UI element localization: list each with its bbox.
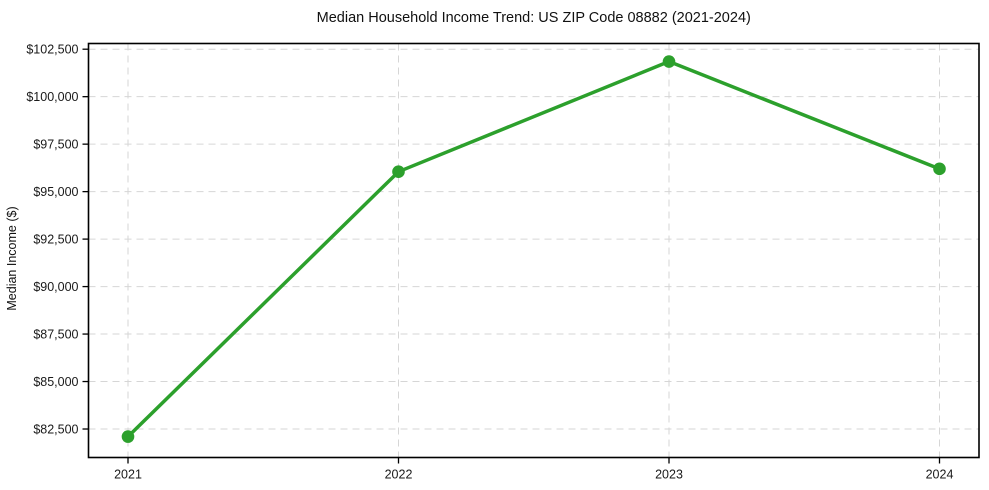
data-point-markers: [121, 55, 946, 443]
x-tick-label: 2021: [114, 468, 142, 482]
data-point-marker: [662, 55, 676, 68]
y-tick-label: $92,500: [33, 232, 78, 246]
chart-title: Median Household Income Trend: US ZIP Co…: [317, 10, 751, 26]
y-tick-label: $87,500: [33, 327, 78, 341]
x-tick-label: 2022: [385, 468, 413, 482]
y-tick-label: $102,500: [26, 42, 78, 56]
x-tick-label: 2023: [655, 468, 683, 482]
y-tick-label: $85,000: [33, 375, 78, 389]
data-point-marker: [933, 162, 946, 176]
trend-line: [126, 59, 942, 439]
y-tick-label: $90,000: [33, 280, 78, 294]
y-tick-label: $97,500: [33, 137, 78, 151]
y-tick-label: $95,000: [33, 185, 78, 199]
data-point-marker: [121, 430, 135, 443]
gridlines: [88, 43, 979, 458]
axis-ticks: $82,500 $85,000 $87,500 $90,000 $92,500 $95,0…: [26, 42, 953, 481]
y-tick-label: $100,000: [26, 90, 78, 104]
plot-border: [87, 42, 980, 459]
x-tick-label: 2024: [926, 468, 954, 482]
y-tick-label: $82,500: [33, 422, 78, 436]
data-point-marker: [392, 165, 405, 178]
y-axis-label: Median Income ($): [5, 206, 19, 310]
